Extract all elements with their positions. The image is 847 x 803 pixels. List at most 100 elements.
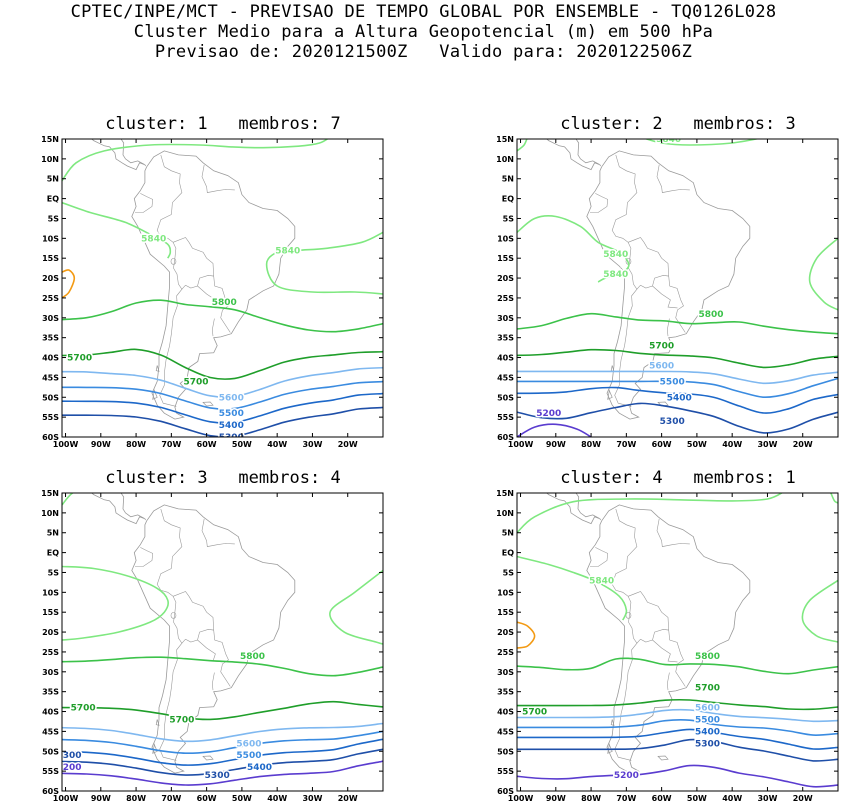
contour-5500 <box>62 730 383 755</box>
country-border <box>668 276 686 333</box>
island-outline <box>152 389 158 400</box>
country-border <box>172 591 215 644</box>
lon-label: 90W <box>91 794 111 803</box>
country-border <box>627 591 670 644</box>
lon-label: 60W <box>652 440 672 449</box>
country-border <box>627 237 670 290</box>
contour-label: 5840 <box>275 246 300 256</box>
contour-5300 <box>62 748 383 776</box>
lat-label: 10N <box>41 155 59 164</box>
country-border <box>615 154 638 215</box>
country-border <box>197 639 223 663</box>
lat-label: 40S <box>42 708 59 717</box>
lat-label: 55S <box>497 767 514 776</box>
lat-label: 35S <box>497 688 514 697</box>
lat-label: 30S <box>42 668 59 677</box>
contour-label: 5300 <box>660 417 685 427</box>
lon-label: 30W <box>757 794 777 803</box>
contour-5840-nw <box>62 493 75 506</box>
contour-5700 <box>517 698 838 711</box>
contour-label: 5700 <box>522 708 547 718</box>
lat-label: 20S <box>497 274 514 283</box>
contour-label: 5600 <box>649 361 674 371</box>
contour-5840-west <box>62 565 169 641</box>
contour-5600 <box>62 722 383 743</box>
country-border <box>668 630 686 687</box>
contour-label: 5840 <box>603 250 628 260</box>
contour-label: 5700 <box>184 377 209 387</box>
map-frame <box>61 492 384 792</box>
lat-label: 45S <box>497 727 514 736</box>
lon-label: 80W <box>126 440 146 449</box>
country-border <box>652 639 678 663</box>
map-frame <box>516 138 839 438</box>
lon-label: 90W <box>546 440 566 449</box>
contour-label: 5500 <box>660 377 685 387</box>
contour-label: 5700 <box>649 342 674 352</box>
figure-title-line-2: Cluster Medio para a Altura Geopotencial… <box>133 22 714 42</box>
contour-label: 5600 <box>236 739 261 749</box>
map-layer: 5840 5840 5840 5800 5700 5600 5500 5400 5200 5300 <box>517 139 838 437</box>
contour-5880 <box>62 269 76 299</box>
country-border <box>201 518 235 547</box>
island-outline <box>657 755 669 761</box>
contour-label: 5200 <box>536 409 561 419</box>
island-outline <box>202 401 214 407</box>
lat-label: 5S <box>48 568 60 577</box>
lat-label: 5S <box>503 214 515 223</box>
contour-5840-east <box>329 569 383 645</box>
lon-label: 30W <box>757 440 777 449</box>
lat-label: 15S <box>42 608 59 617</box>
map-panel-cluster-2: 5840 5840 5840 5800 5700 5600 5500 5400 5200 5300… <box>496 135 839 449</box>
panel-2-title: cluster: 2 membros: 3 <box>560 114 796 134</box>
lat-label: 10S <box>497 588 514 597</box>
contour-5500 <box>517 377 838 399</box>
lake-titicaca <box>170 258 177 265</box>
lon-label: 30W <box>302 440 322 449</box>
lat-label: 45S <box>42 727 59 736</box>
lat-label: 25S <box>42 648 59 657</box>
contour-5840-west <box>517 555 628 621</box>
country-border <box>156 214 183 407</box>
lat-label: 10N <box>496 155 514 164</box>
country-border <box>656 518 690 547</box>
lat-label: 50S <box>497 393 514 402</box>
lat-label: 15N <box>496 135 514 144</box>
lat-label: 55S <box>42 413 59 422</box>
lat-label: 25S <box>497 294 514 303</box>
country-border <box>656 164 690 193</box>
country-border <box>213 630 231 687</box>
lat-label: 15S <box>42 254 59 263</box>
south-america-coastline <box>586 504 751 774</box>
island-outline <box>607 389 613 400</box>
lon-label: 20W <box>338 794 358 803</box>
figure-title-line-1: CPTEC/INPE/MCT - PREVISAO DE TEMPO GLOBA… <box>70 2 777 22</box>
contour-label: 5300 <box>695 739 720 749</box>
panel-1-title: cluster: 1 membros: 7 <box>105 114 341 134</box>
island-outline <box>202 755 214 761</box>
contour-5600 <box>62 366 383 398</box>
contour-label: 5700 <box>67 354 92 364</box>
contour-label: 5500 <box>695 715 720 725</box>
island-outline <box>155 365 160 372</box>
lon-label: 80W <box>126 794 146 803</box>
country-border <box>211 672 215 691</box>
central-america-coastline <box>546 139 601 171</box>
lon-label: 100W <box>53 440 79 449</box>
central-america-coastline <box>91 139 146 171</box>
island-outline <box>155 719 160 726</box>
lat-label: 30S <box>497 314 514 323</box>
lat-label: 15S <box>497 608 514 617</box>
contour-5300 <box>62 406 383 437</box>
lon-label: 40W <box>267 440 287 449</box>
lat-label: 15S <box>497 254 514 263</box>
lat-label: 10N <box>496 509 514 518</box>
contour-label: 5400 <box>695 727 720 737</box>
contour-5200 <box>62 760 383 786</box>
contour-5840-east <box>801 579 838 643</box>
contour-label: 5840 <box>589 576 614 586</box>
lon-label: 50W <box>232 440 252 449</box>
map-panel-cluster-1: 5840 5840 5800 5700 5700 5600 5500 5400 5300 15N 1… <box>41 135 384 449</box>
central-america-coastline <box>91 493 146 525</box>
